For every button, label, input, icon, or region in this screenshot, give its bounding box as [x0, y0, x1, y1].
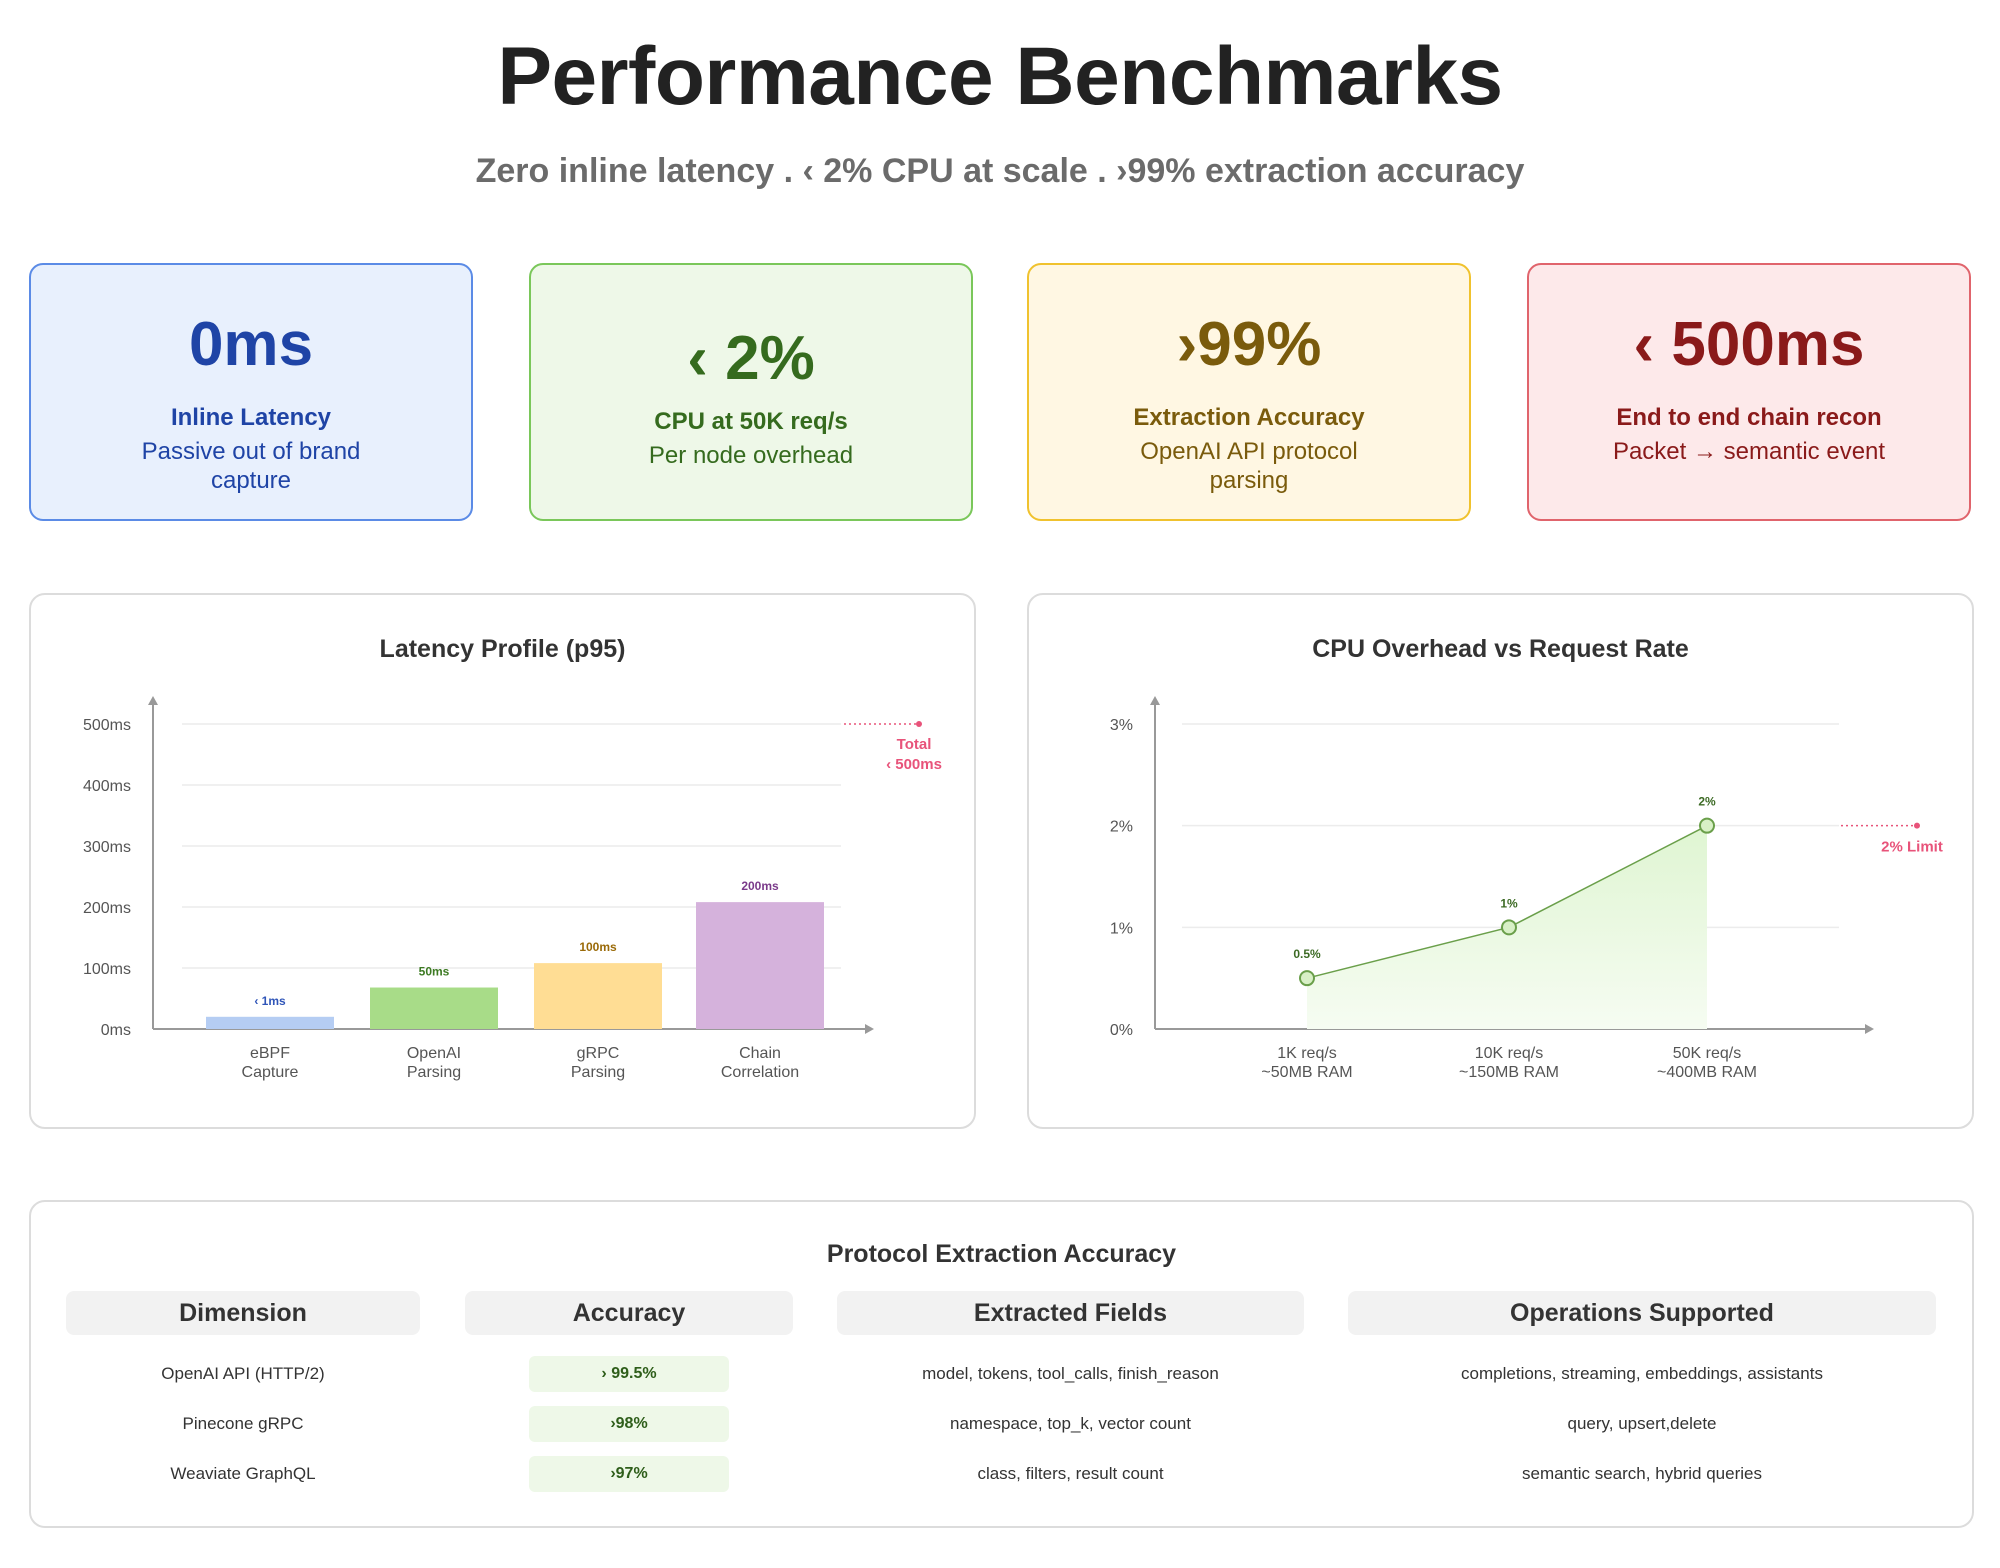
- y-tick-label: 300ms: [83, 839, 131, 856]
- table-header-accuracy: Accuracy: [465, 1291, 793, 1335]
- latency-bar: [534, 963, 662, 1029]
- y-tick-label: 2%: [1110, 819, 1133, 836]
- y-tick-label: 0ms: [101, 1022, 131, 1039]
- latency-chart-panel: Latency Profile (p95): [29, 593, 976, 1129]
- table-row-2-operations: query, upsert,delete: [1567, 1414, 1717, 1433]
- table-row-1-fields: model, tokens, tool_calls, finish_reason: [922, 1364, 1219, 1383]
- x-axis-arrow: [1865, 1024, 1874, 1034]
- bar-value-label: 100ms: [579, 940, 617, 954]
- latency-bar: [696, 902, 824, 1029]
- cpu-chart: 0% 1% 2% 3% 0.5% 1K req/s ~50MB RAM 1% 10K req/s…: [1110, 696, 1943, 1081]
- x-tick-label: 10K req/s ~150MB RAM: [1459, 1045, 1559, 1081]
- x-tick-label: gRPC Parsing: [571, 1045, 625, 1081]
- y-tick-label: 400ms: [83, 778, 131, 795]
- point-value-label: 1%: [1500, 896, 1518, 910]
- stat-value: 0ms: [188, 310, 314, 379]
- y-tick-label: 0%: [1110, 1022, 1133, 1039]
- page-subtitle: Zero inline latency . ‹ 2% CPU at scale …: [475, 152, 1525, 190]
- stat-label: Extraction Accuracy: [1133, 404, 1365, 431]
- bar-value-label: 50ms: [419, 965, 450, 979]
- table-header-operations: Operations Supported: [1348, 1291, 1936, 1335]
- table-header-dimension: Dimension: [66, 1291, 420, 1335]
- stat-card-latency: 0ms Inline Latency Passive out of brand …: [29, 263, 473, 521]
- cpu-point: [1501, 919, 1517, 936]
- x-tick-label: Chain Correlation: [721, 1045, 799, 1081]
- table-row-3-fields: class, filters, result count: [977, 1464, 1164, 1483]
- table-row-2-dimension: Pinecone gRPC: [182, 1414, 304, 1433]
- reference-label: 2% Limit: [1881, 839, 1943, 856]
- cpu-point: [1699, 817, 1715, 834]
- stat-value: ‹ 500ms: [1633, 310, 1865, 379]
- stat-value: ›99%: [1176, 310, 1322, 379]
- point-value-label: 0.5%: [1293, 947, 1321, 961]
- page-title: Performance Benchmarks: [497, 31, 1503, 122]
- stat-desc: OpenAI API protocol parsing: [1140, 438, 1358, 494]
- stat-desc: Per node overhead: [648, 442, 854, 469]
- cpu-chart-panel: CPU Overhead vs Request Rate: [1027, 593, 1974, 1129]
- bar-value-label: ‹ 1ms: [254, 994, 286, 1008]
- accuracy-table-panel: Protocol Extraction Accuracy: [29, 1200, 1974, 1528]
- x-tick-label: 1K req/s ~50MB RAM: [1261, 1045, 1352, 1081]
- stat-label: End to end chain recon: [1616, 404, 1882, 431]
- table-row-1-dimension: OpenAI API (HTTP/2): [161, 1364, 325, 1383]
- latency-chart: 0ms 100ms 200ms 300ms 400ms 500ms ‹ 1ms eBPF Cap…: [83, 696, 942, 1081]
- reference-label: Total ‹ 500ms: [886, 736, 942, 773]
- latency-chart-title: Latency Profile (p95): [379, 635, 626, 663]
- y-axis-arrow: [1150, 696, 1160, 705]
- cpu-chart-title: CPU Overhead vs Request Rate: [1312, 635, 1689, 663]
- x-tick-label: OpenAI Parsing: [407, 1045, 461, 1081]
- stat-desc: Packet → semantic event: [1612, 438, 1886, 465]
- point-value-label: 2%: [1698, 795, 1716, 809]
- accuracy-table-title: Protocol Extraction Accuracy: [826, 1240, 1177, 1268]
- stat-value: ‹ 2%: [687, 324, 815, 393]
- latency-bar: [370, 987, 498, 1029]
- latency-bar: [206, 1016, 334, 1029]
- table-row-3-dimension: Weaviate GraphQL: [170, 1464, 316, 1483]
- stat-card-accuracy: ›99% Extraction Accuracy OpenAI API prot…: [1027, 263, 1471, 521]
- table-row-1-operations: completions, streaming, embeddings, assi…: [1461, 1364, 1823, 1383]
- y-tick-label: 500ms: [83, 717, 131, 734]
- reference-marker: [916, 721, 922, 727]
- bar-value-label: 200ms: [741, 879, 779, 893]
- stat-desc: Passive out of brand capture: [141, 438, 361, 494]
- x-tick-label: 50K req/s ~400MB RAM: [1657, 1045, 1757, 1081]
- x-tick-label: eBPF Capture: [242, 1045, 299, 1081]
- table-row-2-fields: namespace, top_k, vector count: [950, 1414, 1191, 1433]
- table-header-fields: Extracted Fields: [837, 1291, 1304, 1335]
- y-tick-label: 200ms: [83, 900, 131, 917]
- y-axis-arrow: [148, 696, 158, 705]
- y-tick-label: 1%: [1110, 920, 1133, 937]
- stat-card-chain: ‹ 500ms End to end chain recon Packet → …: [1527, 263, 1971, 521]
- reference-marker: [1914, 822, 1920, 829]
- table-row-2-accuracy: ›98%: [529, 1406, 729, 1442]
- cpu-point: [1299, 970, 1315, 987]
- cpu-area: [1307, 825, 1707, 1029]
- stat-label: Inline Latency: [170, 404, 332, 431]
- table-row-3-accuracy: ›97%: [529, 1456, 729, 1492]
- table-row-3-operations: semantic search, hybrid queries: [1521, 1464, 1762, 1483]
- y-tick-label: 100ms: [83, 961, 131, 978]
- stat-card-cpu: ‹ 2% CPU at 50K req/s Per node overhead: [529, 263, 973, 521]
- table-row-1-accuracy: › 99.5%: [529, 1356, 729, 1392]
- y-tick-label: 3%: [1110, 717, 1133, 734]
- stat-label: CPU at 50K req/s: [654, 408, 848, 435]
- x-axis-arrow: [865, 1024, 874, 1034]
